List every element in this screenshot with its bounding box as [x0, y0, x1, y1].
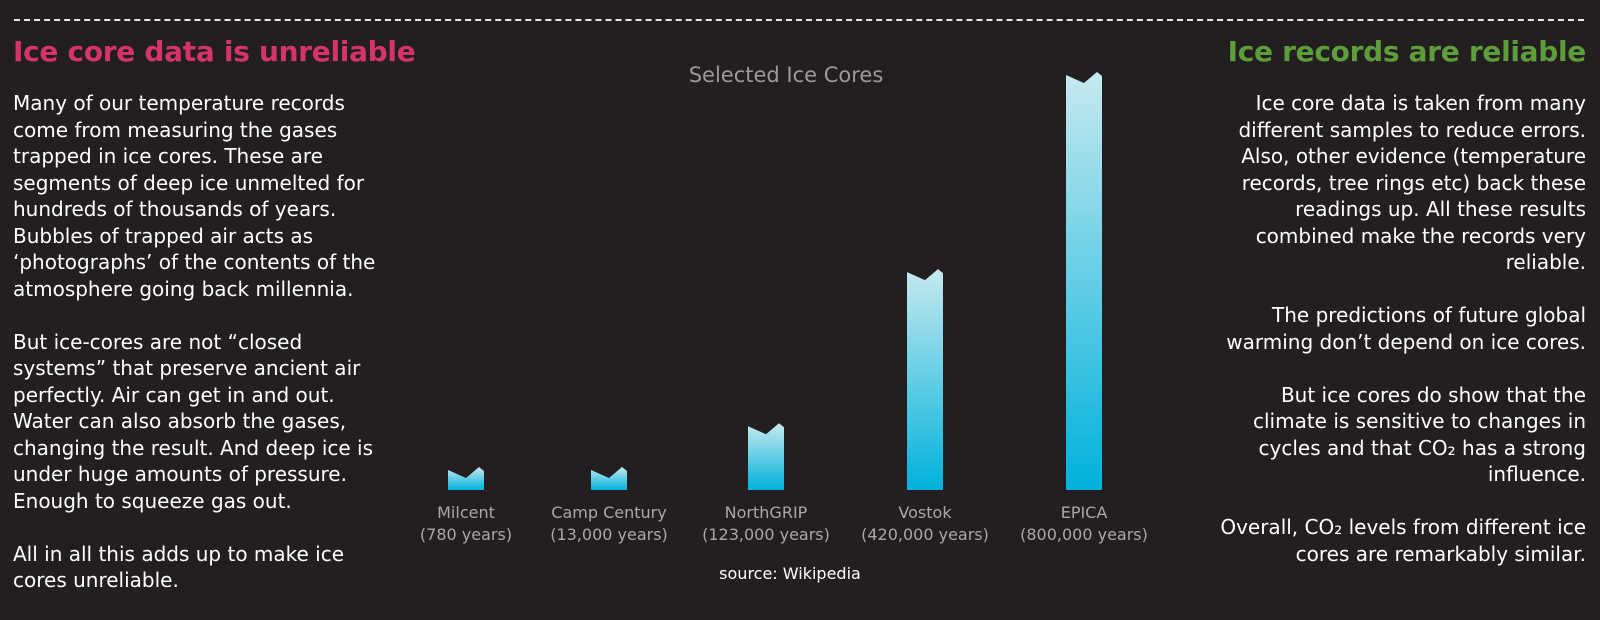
right-paragraph: But ice cores do show that the climate i… — [1252, 382, 1586, 487]
category-years-label: (800,000 years) — [1020, 525, 1148, 544]
category-label: NorthGRIP — [725, 503, 808, 522]
bar-milcent — [448, 467, 484, 490]
right-paragraph: The predictions of future global warming… — [1226, 303, 1586, 354]
category-label: Camp Century — [551, 503, 666, 522]
right-paragraph: Overall, CO₂ levels from different ice c… — [1220, 515, 1586, 566]
left-paragraph: Many of our temperature records come fro… — [13, 91, 376, 301]
ice-core-chart: Selected Ice Cores Milcent (780 years) Cam… — [400, 50, 1180, 610]
category-years-label: (420,000 years) — [861, 525, 989, 544]
right-paragraph: Ice core data is taken from many differe… — [1238, 91, 1586, 274]
chart-svg: Selected Ice Cores Milcent (780 years) Cam… — [420, 63, 1148, 544]
bar-epica — [1066, 72, 1102, 490]
right-body: Ice core data is taken from many differe… — [1206, 90, 1586, 594]
bar-camp-century — [591, 467, 627, 490]
category-years-label: (13,000 years) — [550, 525, 668, 544]
left-paragraph: But ice-cores are not “closed systems” t… — [13, 329, 374, 513]
right-heading: Ice records are reliable — [1227, 35, 1587, 68]
category-label: Milcent — [437, 503, 495, 522]
category-years-label: (123,000 years) — [702, 525, 830, 544]
left-heading: Ice core data is unreliable — [13, 35, 416, 68]
category-label: Vostok — [898, 503, 952, 522]
bar-vostok — [907, 269, 943, 490]
dashed-divider — [14, 19, 1584, 21]
left-paragraph: All in all this adds up to make ice core… — [13, 541, 345, 593]
category-label: EPICA — [1061, 503, 1108, 522]
left-body: Many of our temperature records come fro… — [13, 90, 393, 620]
bar-northgrip — [748, 423, 784, 490]
chart-title: Selected Ice Cores — [689, 63, 884, 87]
chart-source: source: Wikipedia — [719, 564, 861, 583]
category-years-label: (780 years) — [420, 525, 512, 544]
